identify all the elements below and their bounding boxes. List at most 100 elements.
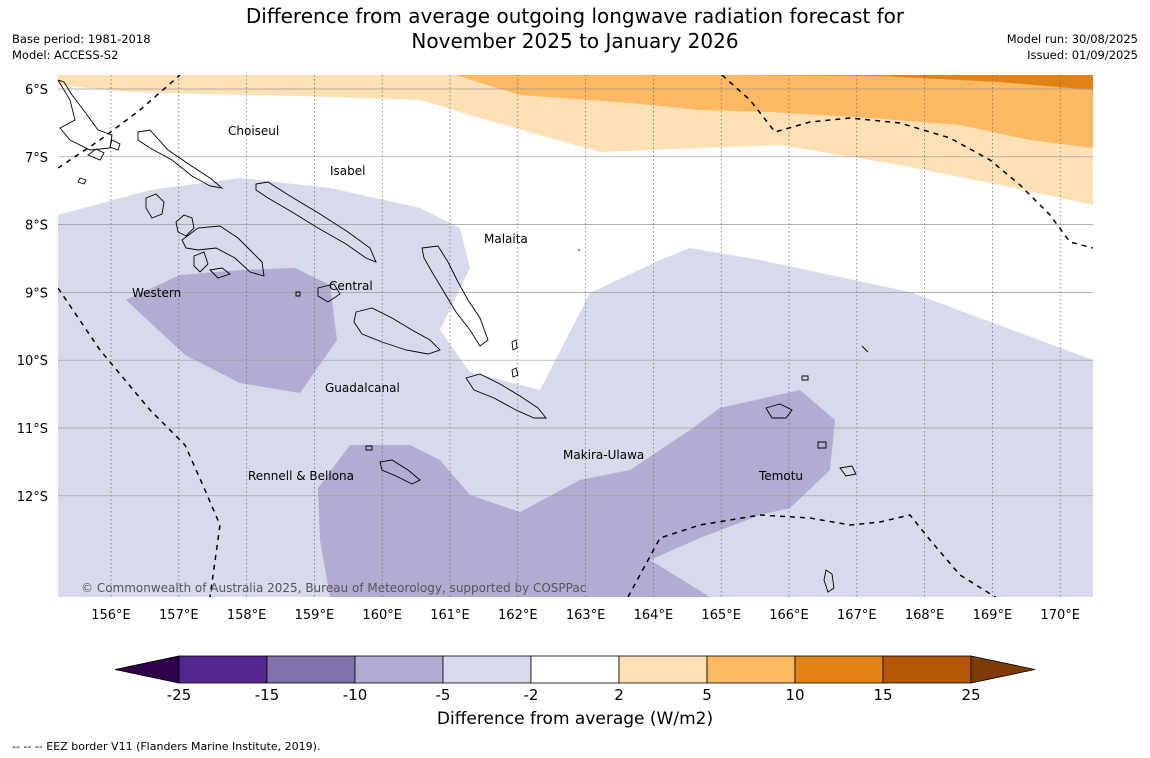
colorbar-swatch [530,655,620,684]
colorbar-swatch [706,655,796,684]
colorbar-over-arrow [970,655,1036,684]
lon-label: 161°E [430,608,470,623]
island-vella-lavella [145,193,165,219]
olr-region-10-to-15 [740,75,1093,90]
eez-vanuatu [627,514,997,597]
lat-label: 6°S [25,83,48,98]
lon-label: 158°E [227,608,267,623]
lon-label: 168°E [905,608,945,623]
coastlines [58,79,869,593]
label-malaita: Malaita [484,232,528,246]
eez-borders [58,75,1093,597]
island-tikopia [839,465,857,477]
island-small-e [861,345,869,353]
colorbar-swatch [882,655,972,684]
eez-nauru-tuvalu [721,75,1093,249]
colorbar-tick: 2 [614,686,624,704]
island-duff [801,375,809,381]
graticule [58,75,1093,597]
island-russell [295,291,301,297]
colorbar-tick: -5 [436,686,451,704]
issued-date: Issued: 01/09/2025 [1027,48,1138,62]
colorbar-swatch [618,655,708,684]
province-labels: Choiseul Isabel Malaita Western Central … [132,124,803,483]
colorbar-tick: -25 [167,686,192,704]
island-rennell [379,459,421,485]
lon-label: 167°E [837,608,877,623]
island-vanikoro [817,441,827,449]
eez-png-south [58,287,221,597]
colorbar-swatch [178,655,268,684]
island-guadalcanal [353,307,441,355]
island-kolombangara [175,214,195,237]
island-florida [317,283,341,303]
lat-label: 7°S [25,151,48,166]
colorbar-tick: 15 [873,686,892,704]
lon-label: 170°E [1040,608,1080,623]
island-ulawa [511,367,519,378]
map-title: Difference from average outgoing longwav… [0,4,1150,54]
title-line-1: Difference from average outgoing longwav… [245,4,905,28]
island-bougainville [58,79,113,151]
longitude-labels: 156°E 157°E 158°E 159°E 160°E 161°E 162°E 163°E… [91,608,1080,623]
lon-label: 165°E [701,608,741,623]
island-choiseul [137,129,224,189]
lon-label: 166°E [769,608,809,623]
lon-label: 169°E [973,608,1013,623]
label-makira-ulawa: Makira-Ulawa [563,448,644,462]
colorbar-title: Difference from average (W/m2) [436,709,714,729]
island-south-malaita [511,339,518,351]
latitude-labels: 6°S 7°S 8°S 9°S 10°S 11°S 12°S [17,83,48,505]
label-temotu: Temotu [758,469,803,483]
label-guadalcanal: Guadalcanal [325,381,400,395]
olr-region-5-to-10 [455,75,1093,148]
island-malaita [421,245,489,347]
island-anuta [823,569,835,593]
island-makira [465,373,547,419]
lon-label: 159°E [295,608,335,623]
lon-label: 160°E [362,608,402,623]
colorbar-tick-labels: -25 -15 -10 -5 -2 2 5 10 15 25 [167,686,981,704]
colorbar-swatches [114,655,1036,684]
lat-label: 12°S [17,490,48,505]
lat-label: 11°S [17,422,48,437]
island-bellona [365,445,373,451]
title-line-2: November 2025 to January 2026 [411,29,739,53]
meta-right: Model run: 30/08/2025 Issued: 01/09/2025 [1007,31,1138,63]
island-shortland [109,139,121,151]
lat-label: 10°S [17,354,48,369]
lat-label: 8°S [25,219,48,234]
island-santa-cruz [765,403,793,419]
meta-left: Base period: 1981-2018 Model: ACCESS-S2 [12,31,151,63]
lon-label: 156°E [91,608,131,623]
base-period: Base period: 1981-2018 [12,32,151,46]
colorbar-tick: -2 [524,686,539,704]
colorbar-tick: -15 [255,686,280,704]
lon-label: 163°E [566,608,606,623]
island-isabel [255,181,377,263]
colorbar-swatch [266,655,356,684]
island-new-georgia [181,225,265,277]
olr-region-minus10-south [318,390,835,597]
copyright-text: © Commonwealth of Australia 2025, Bureau… [81,581,586,595]
colorbar-swatch [794,655,884,684]
lon-label: 157°E [159,608,199,623]
lon-label: 164°E [634,608,674,623]
map-area: Choiseul Isabel Malaita Western Central … [58,75,1093,597]
model-name: Model: ACCESS-S2 [12,48,119,62]
island-small-nw [77,177,87,185]
colorbar-under-arrow [114,655,180,684]
colorbar-tick: 5 [702,686,712,704]
label-choiseul: Choiseul [228,124,279,138]
island-rendova [193,251,209,273]
label-central: Central [329,279,373,293]
label-rennell-bellona: Rennell & Bellona [248,469,354,483]
colorbar-tick: 10 [785,686,804,704]
island-buka [87,148,105,161]
island-tetepare [209,267,231,279]
model-run: Model run: 30/08/2025 [1006,32,1138,46]
label-isabel: Isabel [330,164,365,178]
colorbar-swatch [442,655,532,684]
